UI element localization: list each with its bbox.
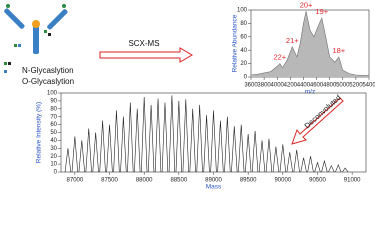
- peak: [92, 132, 99, 173]
- y-axis-label: Relative Intensity (%): [36, 102, 43, 163]
- peak: [147, 104, 155, 173]
- x-tick-label: 5200: [349, 83, 363, 89]
- peak-label: 21+: [286, 36, 299, 45]
- peak: [217, 120, 224, 173]
- peak: [279, 144, 286, 173]
- peak: [210, 110, 217, 173]
- peak: [182, 99, 189, 173]
- y-tick-label: 20: [50, 154, 57, 160]
- peak: [335, 164, 342, 173]
- peak: [258, 140, 266, 173]
- peak: [314, 161, 321, 173]
- scx-label: SCX-MS: [128, 39, 159, 48]
- x-tick-label: 88500: [170, 178, 187, 184]
- peak: [71, 136, 79, 173]
- peak: [64, 148, 72, 173]
- x-tick-label: 3800: [257, 83, 271, 89]
- x-tick-label: 87000: [67, 178, 84, 184]
- deconv-label: Deconvoluted: [303, 93, 343, 130]
- peak: [85, 128, 92, 173]
- y-tick-label: 40: [50, 138, 57, 144]
- peak: [161, 102, 169, 173]
- peak: [342, 167, 349, 173]
- y-tick-label: 0: [244, 75, 248, 81]
- peak: [272, 146, 280, 173]
- y-tick-label: 90: [50, 98, 57, 104]
- peak: [321, 159, 328, 173]
- y-tick-label: 100: [237, 8, 248, 14]
- peak: [189, 108, 196, 173]
- y-tick-label: 10: [50, 162, 57, 168]
- x-tick-label: 91000: [344, 178, 361, 184]
- peak: [120, 116, 127, 173]
- x-axis-label: m/z: [305, 89, 315, 96]
- peak: [307, 156, 314, 173]
- peak: [141, 96, 148, 173]
- peak: [244, 134, 252, 173]
- peak-label: 22+: [273, 53, 286, 62]
- peak: [251, 130, 259, 173]
- y-tick-label: 100: [47, 91, 58, 97]
- peak: [113, 110, 120, 173]
- x-axis-label: Mass: [206, 184, 222, 189]
- peak: [300, 157, 307, 173]
- peak-label: 20+: [300, 0, 313, 9]
- figure: N-Glycaslytion O-Glycaslytion SCX-MS Dec…: [4, 0, 375, 191]
- peak: [265, 138, 273, 173]
- x-tick-label: 4800: [323, 83, 337, 89]
- n-glyc-label: N-Glycaslytion: [22, 66, 74, 75]
- y-tick-label: 60: [50, 122, 57, 128]
- peak: [328, 164, 335, 173]
- peak: [134, 108, 141, 173]
- peak: [175, 100, 183, 173]
- peak: [286, 152, 293, 173]
- y-tick-label: 40: [240, 48, 247, 54]
- spectrum-area: [251, 11, 369, 78]
- x-tick-label: 4000: [271, 83, 285, 89]
- x-tick-label: 89500: [240, 178, 257, 184]
- peak: [78, 140, 85, 173]
- spectrum-line: [250, 11, 370, 76]
- peak: [154, 98, 162, 173]
- x-tick-label: 89000: [205, 178, 222, 184]
- peak: [106, 124, 113, 173]
- x-tick-label: 4400: [297, 83, 311, 89]
- y-tick-label: 60: [240, 34, 247, 40]
- x-tick-label: 90000: [274, 178, 291, 184]
- peak: [203, 115, 210, 173]
- plot-frame: [60, 92, 367, 173]
- y-tick-label: 50: [50, 130, 57, 136]
- peak: [238, 124, 245, 173]
- x-tick-label: 90500: [309, 178, 326, 184]
- x-tick-label: 5400: [362, 83, 375, 89]
- peak-label: 19+: [315, 7, 328, 16]
- x-tick-label: 3600: [244, 83, 258, 89]
- peak: [168, 95, 176, 173]
- arrow-deconv: [291, 97, 344, 145]
- y-tick-label: 80: [240, 21, 247, 27]
- y-tick-label: 20: [240, 61, 247, 67]
- y-tick-label: 0: [54, 170, 58, 176]
- peak: [99, 120, 106, 173]
- x-tick-label: 87500: [101, 178, 118, 184]
- glycoprotein-icon: [4, 4, 68, 73]
- peak: [196, 104, 203, 173]
- peak-label: 18+: [332, 46, 345, 55]
- peak: [127, 102, 134, 173]
- x-tick-label: 4600: [310, 83, 324, 89]
- x-tick-label: 5000: [336, 83, 350, 89]
- peak: [293, 149, 300, 173]
- y-tick-label: 70: [50, 114, 57, 120]
- y-axis-label: Relative Abundance: [232, 14, 239, 72]
- y-tick-label: 80: [50, 106, 57, 112]
- arrow-scx: [99, 47, 193, 63]
- peak: [231, 126, 238, 173]
- x-tick-label: 4200: [284, 83, 298, 89]
- x-tick-label: 88000: [136, 178, 153, 184]
- y-tick-label: 30: [50, 146, 57, 152]
- peak: [224, 116, 231, 173]
- o-glyc-label: O-Glycaslytion: [22, 77, 74, 86]
